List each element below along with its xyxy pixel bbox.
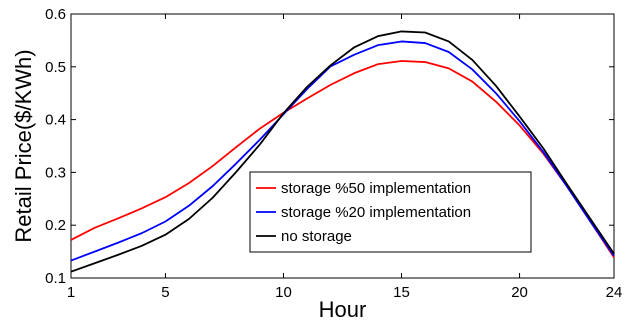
x-tick-label: 10 xyxy=(275,284,292,301)
series-line-3 xyxy=(70,30,615,273)
x-tick-label: 1 xyxy=(67,284,75,301)
x-axis-label: Hour xyxy=(319,297,367,322)
legend-box xyxy=(249,171,532,253)
series-line-1 xyxy=(70,60,615,258)
series-line-2 xyxy=(70,40,615,262)
y-tick-label: 0.6 xyxy=(45,6,66,23)
legend-label-3: no storage xyxy=(281,228,352,245)
x-tick-label: 15 xyxy=(393,284,410,301)
legend-label-2: storage %20 implementation xyxy=(281,204,471,221)
x-tick-label: 24 xyxy=(606,284,623,301)
y-axis-label: Retail Price($/KWh) xyxy=(11,49,36,242)
y-tick-label: 0.2 xyxy=(45,217,66,234)
y-tick-label: 0.4 xyxy=(45,112,66,129)
legend-label-1: storage %50 implementation xyxy=(281,180,471,197)
series-group xyxy=(70,30,615,273)
axis-ticks: 1 5 10 15 20 240.10.20.30.40.50.6 xyxy=(45,6,622,301)
x-tick-label: 5 xyxy=(161,284,169,301)
y-tick-label: 0.3 xyxy=(45,164,66,181)
x-tick-label: 20 xyxy=(511,284,528,301)
y-tick-label: 0.1 xyxy=(45,270,66,287)
y-tick-label: 0.5 xyxy=(45,59,66,76)
legend: storage %50 implementation storage %20 im… xyxy=(249,171,532,253)
